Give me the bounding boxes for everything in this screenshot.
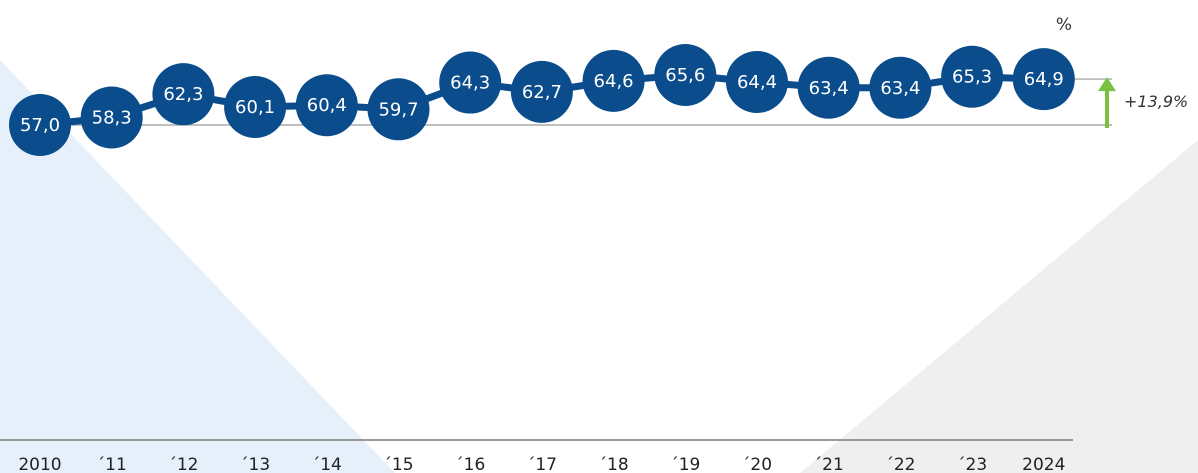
data-label: 64,9: [1024, 69, 1064, 90]
data-marker: [80, 86, 143, 149]
data-point: 64,3: [439, 51, 502, 114]
data-marker: [9, 94, 71, 156]
x-tick-label: ´23: [957, 455, 987, 473]
data-marker: [582, 49, 645, 112]
data-point: 64,6: [582, 49, 645, 112]
x-tick-label: ´19: [670, 455, 700, 473]
data-label: 59,7: [378, 99, 418, 120]
x-tick-label: ´11: [97, 455, 127, 473]
data-marker: [941, 45, 1004, 108]
data-label: 65,3: [952, 67, 992, 88]
x-tick-label: ´14: [312, 455, 342, 473]
data-label: 58,3: [92, 107, 132, 128]
data-label: 57,0: [20, 115, 60, 136]
x-tick-label: 2024: [1022, 455, 1065, 473]
data-point: 63,4: [797, 56, 860, 119]
x-tick-label: ´21: [814, 455, 844, 473]
x-tick-label: ´16: [455, 455, 485, 473]
data-label: 64,3: [450, 73, 490, 94]
data-point: 62,3: [152, 63, 215, 126]
data-marker: [152, 63, 215, 126]
data-point: 62,7: [510, 60, 573, 123]
data-point: 60,1: [224, 75, 287, 138]
background-decoration: [0, 60, 1198, 473]
data-marker: [1012, 48, 1075, 111]
x-tick-label: ´17: [527, 455, 557, 473]
unit-label: %: [1056, 15, 1072, 35]
data-marker: [797, 56, 860, 119]
data-point: 57,0: [9, 94, 71, 156]
data-label: 62,7: [522, 82, 562, 103]
x-tick-label: ´22: [885, 455, 915, 473]
change-indicator: +13,9%: [1098, 77, 1188, 128]
data-label: 63,4: [809, 78, 849, 99]
data-marker: [869, 56, 932, 119]
bg-shape-right: [800, 140, 1198, 473]
data-marker: [510, 60, 573, 123]
data-marker: [367, 78, 430, 141]
data-marker: [654, 44, 717, 106]
x-tick-labels: 2010 ´11 ´12 ´13 ´14 ´15 ´16 ´17 ´18 ´19 ´20 ´21 ´22…: [18, 455, 1065, 473]
data-point: 65,6: [654, 44, 717, 106]
data-label: 65,6: [665, 65, 705, 86]
data-label: 60,1: [235, 97, 275, 118]
data-markers: 57,0 58,3 62,3 60,1 60,4 59,7 64,3 62,7 64,6 65,6…: [9, 44, 1075, 156]
x-tick-label: ´15: [383, 455, 413, 473]
data-point: 58,3: [80, 86, 143, 149]
data-label: 62,3: [163, 84, 203, 105]
data-point: 64,9: [1012, 48, 1075, 111]
x-tick-label: ´12: [168, 455, 198, 473]
data-point: 63,4: [869, 56, 932, 119]
x-tick-label: ´13: [240, 455, 270, 473]
data-marker: [295, 74, 358, 137]
change-label: +13,9%: [1124, 92, 1188, 111]
data-point: 59,7: [367, 78, 430, 141]
data-label: 64,4: [737, 72, 777, 93]
data-point: 65,3: [941, 45, 1004, 108]
bg-shape-left: [0, 60, 395, 473]
data-point: 60,4: [295, 74, 358, 137]
data-label: 63,4: [880, 78, 920, 99]
x-tick-label: ´18: [599, 455, 629, 473]
data-label: 60,4: [307, 95, 347, 116]
data-marker: [439, 51, 502, 114]
x-tick-label: ´20: [742, 455, 772, 473]
x-tick-label: 2010: [18, 455, 61, 473]
data-point: 64,4: [726, 50, 788, 113]
data-label: 64,6: [594, 71, 634, 92]
data-marker: [224, 75, 287, 138]
data-marker: [726, 50, 788, 113]
up-arrow-head-icon: [1098, 77, 1116, 92]
